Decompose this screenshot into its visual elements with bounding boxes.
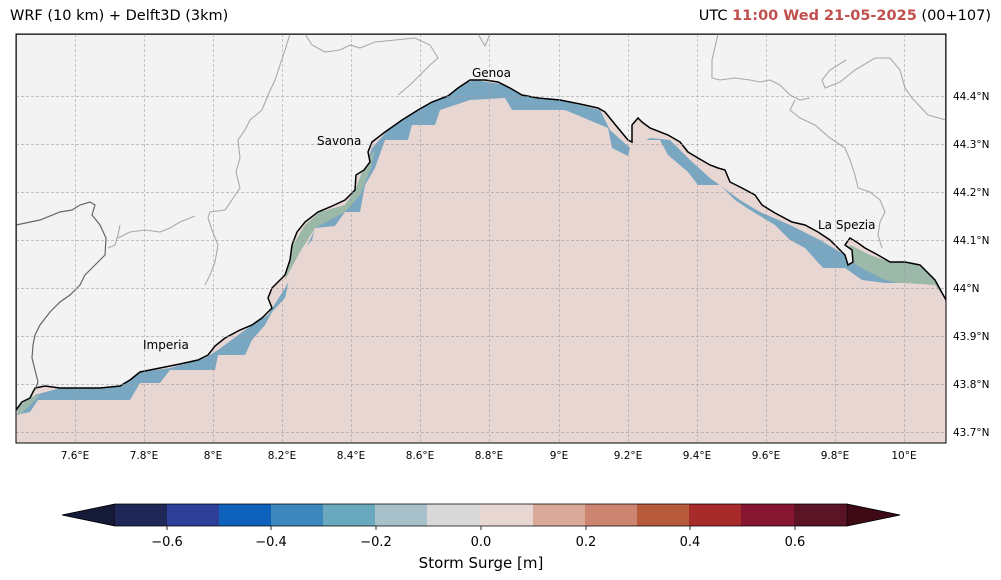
colorbar-bin	[219, 504, 272, 526]
lon-tick: 8°E	[204, 450, 223, 462]
colorbar-bin	[167, 504, 220, 526]
lon-tick-labels: 7.6°E 7.8°E 8°E 8.2°E 8.4°E 8.6°E 8.8°E …	[61, 450, 917, 462]
forecast-lead: (00+107)	[921, 8, 991, 24]
colorbar-bin	[375, 504, 428, 526]
place-savona: Savona	[317, 134, 361, 148]
lon-tick: 8.8°E	[475, 450, 504, 462]
lat-tick: 44.4°N	[953, 91, 989, 103]
valid-time: 11:00 Wed 21-05-2025	[732, 8, 917, 24]
colorbar-over-arrow	[846, 503, 901, 527]
colorbar-tick: 0.0	[471, 535, 492, 550]
colorbar-bin	[585, 504, 638, 526]
admin-boundaries	[107, 34, 946, 286]
colorbar-tick: −0.6	[151, 535, 183, 550]
lon-tick: 8.4°E	[337, 450, 366, 462]
lat-tick-labels: 44.4°N 44.3°N 44.2°N 44.1°N 44°N 43.9°N …	[953, 91, 989, 439]
colorbar-bin	[271, 504, 324, 526]
lon-tick: 9°E	[550, 450, 569, 462]
utc-label: UTC	[698, 8, 728, 24]
surge-band-green-west	[285, 150, 375, 280]
place-genoa: Genoa	[472, 66, 511, 80]
country-border	[16, 201, 107, 391]
lon-tick: 9.8°E	[821, 450, 850, 462]
map-area: Genoa Savona La Spezia Imperia	[16, 34, 946, 443]
lon-tick: 8.2°E	[268, 450, 297, 462]
lat-tick: 43.7°N	[953, 427, 989, 439]
colorbar-bin	[794, 504, 848, 526]
colorbar-label: Storm Surge [m]	[419, 554, 544, 572]
lon-tick: 7.8°E	[130, 450, 159, 462]
colorbar-bin	[689, 504, 742, 526]
colorbar-outline	[61, 503, 901, 527]
colorbar: −0.6 −0.4 −0.2 0.0 0.2 0.4 0.6 Storm Sur…	[61, 503, 901, 572]
place-imperia: Imperia	[143, 338, 189, 352]
colorbar-tick: −0.2	[360, 535, 392, 550]
colorbar-tick: 0.6	[785, 535, 806, 550]
sea-interior	[16, 98, 946, 443]
lon-tick: 9.2°E	[614, 450, 643, 462]
valid-time-header: UTC 11:00 Wed 21-05-2025 (00+107)	[699, 8, 991, 24]
place-la-spezia: La Spezia	[818, 218, 875, 232]
lat-tick: 44°N	[953, 283, 979, 295]
colorbar-bin	[480, 504, 534, 526]
colorbar-bin	[323, 504, 376, 526]
lon-tick: 9.4°E	[683, 450, 712, 462]
colorbar-tick: −0.4	[255, 535, 287, 550]
lat-tick: 44.2°N	[953, 187, 989, 199]
lon-tick: 10°E	[891, 450, 916, 462]
lat-tick: 44.3°N	[953, 139, 989, 151]
colorbar-bin	[115, 504, 168, 526]
colorbar-tick: 0.4	[680, 535, 701, 550]
map-frame	[15, 33, 947, 444]
land	[16, 34, 946, 412]
colorbar-bin	[637, 504, 690, 526]
lon-tick: 9.6°E	[752, 450, 781, 462]
colorbar-bin	[533, 504, 586, 526]
lat-tick: 43.9°N	[953, 331, 989, 343]
lon-tick: 7.6°E	[61, 450, 90, 462]
surge-band-green-southwest	[16, 395, 40, 415]
colorbar-bin	[427, 504, 481, 526]
map-title: WRF (10 km) + Delft3D (3km)	[10, 8, 229, 24]
colorbar-under-arrow	[61, 503, 116, 527]
colorbar-bin	[741, 504, 795, 526]
lon-tick: 8.6°E	[406, 450, 435, 462]
colorbar-tick: 0.2	[576, 535, 597, 550]
lat-tick: 43.8°N	[953, 379, 989, 391]
graticule	[16, 34, 946, 443]
lat-tick: 44.1°N	[953, 235, 989, 247]
